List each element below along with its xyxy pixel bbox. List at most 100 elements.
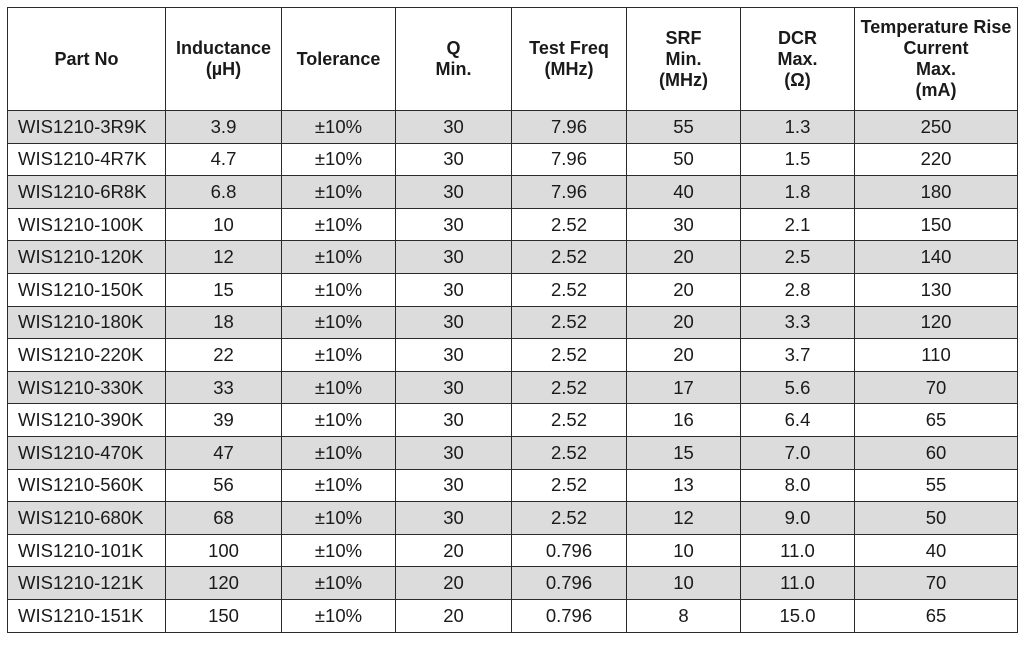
cell-tolerance: ±10% xyxy=(281,338,396,372)
cell-test-freq: 2.52 xyxy=(511,240,627,274)
spec-table-container: Part No Inductance (µH) Tolerance Q Min.… xyxy=(7,7,1018,633)
cell-tolerance: ±10% xyxy=(281,240,396,274)
cell-q-min: 30 xyxy=(395,175,512,209)
cell-inductance: 68 xyxy=(165,501,282,535)
table-row: WIS1210-470K 47 ±10% 30 2.52 15 7.0 60 xyxy=(7,435,1018,470)
cell-tolerance: ±10% xyxy=(281,598,396,633)
header-tolerance: Tolerance xyxy=(281,7,396,111)
cell-srf-min: 40 xyxy=(626,175,741,209)
cell-temp-rise-current: 150 xyxy=(854,207,1018,242)
table-row: WIS1210-121K 120 ±10% 20 0.796 10 11.0 70 xyxy=(7,566,1018,600)
cell-dcr-max: 6.4 xyxy=(740,403,855,437)
cell-part-no: WIS1210-680K xyxy=(7,501,166,535)
cell-test-freq: 2.52 xyxy=(511,435,627,470)
cell-inductance: 15 xyxy=(165,272,282,307)
cell-tolerance: ±10% xyxy=(281,501,396,535)
cell-q-min: 30 xyxy=(395,338,512,372)
cell-inductance: 10 xyxy=(165,207,282,242)
cell-q-min: 20 xyxy=(395,566,512,600)
cell-temp-rise-current: 55 xyxy=(854,468,1018,503)
table-row: WIS1210-560K 56 ±10% 30 2.52 13 8.0 55 xyxy=(7,468,1018,503)
cell-srf-min: 15 xyxy=(626,435,741,470)
cell-tolerance: ±10% xyxy=(281,305,396,340)
cell-dcr-max: 2.8 xyxy=(740,272,855,307)
table-row: WIS1210-330K 33 ±10% 30 2.52 17 5.6 70 xyxy=(7,370,1018,405)
table-row: WIS1210-120K 12 ±10% 30 2.52 20 2.5 140 xyxy=(7,240,1018,274)
cell-dcr-max: 1.8 xyxy=(740,175,855,209)
cell-test-freq: 0.796 xyxy=(511,566,627,600)
cell-temp-rise-current: 180 xyxy=(854,175,1018,209)
cell-srf-min: 20 xyxy=(626,305,741,340)
cell-part-no: WIS1210-101K xyxy=(7,533,166,568)
inductor-spec-table: Part No Inductance (µH) Tolerance Q Min.… xyxy=(7,7,1018,633)
table-body: WIS1210-3R9K 3.9 ±10% 30 7.96 55 1.3 250 WIS1210… xyxy=(7,110,1018,633)
cell-test-freq: 0.796 xyxy=(511,533,627,568)
cell-test-freq: 2.52 xyxy=(511,338,627,372)
cell-tolerance: ±10% xyxy=(281,175,396,209)
cell-test-freq: 0.796 xyxy=(511,598,627,633)
cell-test-freq: 2.52 xyxy=(511,468,627,503)
cell-q-min: 30 xyxy=(395,272,512,307)
header-srf-min: SRF Min. (MHz) xyxy=(626,7,741,111)
cell-temp-rise-current: 70 xyxy=(854,566,1018,600)
cell-q-min: 20 xyxy=(395,598,512,633)
cell-temp-rise-current: 220 xyxy=(854,142,1018,177)
cell-q-min: 30 xyxy=(395,110,512,144)
cell-part-no: WIS1210-100K xyxy=(7,207,166,242)
cell-tolerance: ±10% xyxy=(281,207,396,242)
cell-dcr-max: 3.3 xyxy=(740,305,855,340)
cell-tolerance: ±10% xyxy=(281,142,396,177)
cell-part-no: WIS1210-4R7K xyxy=(7,142,166,177)
cell-test-freq: 7.96 xyxy=(511,110,627,144)
cell-tolerance: ±10% xyxy=(281,403,396,437)
cell-temp-rise-current: 140 xyxy=(854,240,1018,274)
table-row: WIS1210-4R7K 4.7 ±10% 30 7.96 50 1.5 220 xyxy=(7,142,1018,177)
cell-dcr-max: 7.0 xyxy=(740,435,855,470)
cell-inductance: 18 xyxy=(165,305,282,340)
cell-inductance: 47 xyxy=(165,435,282,470)
cell-test-freq: 2.52 xyxy=(511,370,627,405)
cell-srf-min: 16 xyxy=(626,403,741,437)
cell-part-no: WIS1210-151K xyxy=(7,598,166,633)
cell-dcr-max: 1.3 xyxy=(740,110,855,144)
cell-q-min: 30 xyxy=(395,435,512,470)
cell-part-no: WIS1210-6R8K xyxy=(7,175,166,209)
cell-tolerance: ±10% xyxy=(281,272,396,307)
cell-dcr-max: 8.0 xyxy=(740,468,855,503)
table-row: WIS1210-180K 18 ±10% 30 2.52 20 3.3 120 xyxy=(7,305,1018,340)
cell-srf-min: 55 xyxy=(626,110,741,144)
cell-q-min: 30 xyxy=(395,207,512,242)
cell-inductance: 150 xyxy=(165,598,282,633)
cell-srf-min: 10 xyxy=(626,533,741,568)
cell-temp-rise-current: 50 xyxy=(854,501,1018,535)
header-q-min: Q Min. xyxy=(395,7,512,111)
table-row: WIS1210-390K 39 ±10% 30 2.52 16 6.4 65 xyxy=(7,403,1018,437)
cell-part-no: WIS1210-180K xyxy=(7,305,166,340)
cell-test-freq: 7.96 xyxy=(511,142,627,177)
cell-temp-rise-current: 70 xyxy=(854,370,1018,405)
cell-q-min: 30 xyxy=(395,305,512,340)
cell-dcr-max: 15.0 xyxy=(740,598,855,633)
table-row: WIS1210-100K 10 ±10% 30 2.52 30 2.1 150 xyxy=(7,207,1018,242)
cell-q-min: 30 xyxy=(395,468,512,503)
cell-inductance: 100 xyxy=(165,533,282,568)
cell-part-no: WIS1210-220K xyxy=(7,338,166,372)
cell-dcr-max: 11.0 xyxy=(740,533,855,568)
cell-part-no: WIS1210-470K xyxy=(7,435,166,470)
cell-srf-min: 20 xyxy=(626,240,741,274)
cell-test-freq: 2.52 xyxy=(511,305,627,340)
cell-srf-min: 50 xyxy=(626,142,741,177)
cell-temp-rise-current: 120 xyxy=(854,305,1018,340)
cell-temp-rise-current: 110 xyxy=(854,338,1018,372)
cell-part-no: WIS1210-120K xyxy=(7,240,166,274)
table-row: WIS1210-680K 68 ±10% 30 2.52 12 9.0 50 xyxy=(7,501,1018,535)
cell-q-min: 20 xyxy=(395,533,512,568)
cell-part-no: WIS1210-121K xyxy=(7,566,166,600)
cell-test-freq: 7.96 xyxy=(511,175,627,209)
cell-dcr-max: 3.7 xyxy=(740,338,855,372)
cell-srf-min: 8 xyxy=(626,598,741,633)
header-dcr-max: DCR Max. (Ω) xyxy=(740,7,855,111)
table-row: WIS1210-151K 150 ±10% 20 0.796 8 15.0 65 xyxy=(7,598,1018,633)
cell-temp-rise-current: 130 xyxy=(854,272,1018,307)
cell-srf-min: 13 xyxy=(626,468,741,503)
